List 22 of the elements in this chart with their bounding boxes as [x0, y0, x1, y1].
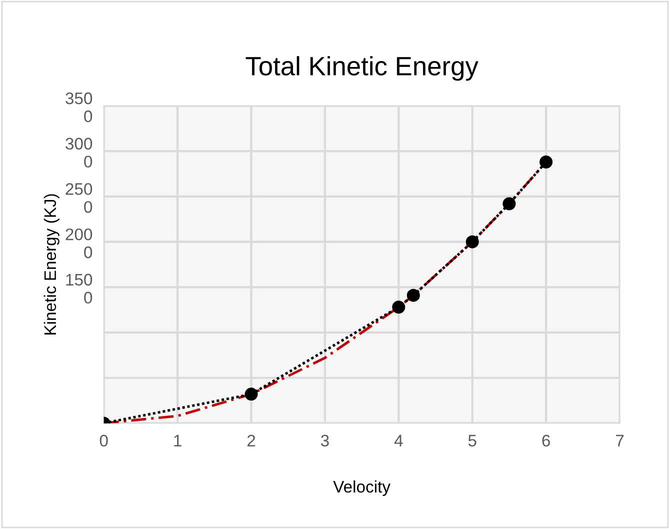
- point: [466, 235, 479, 248]
- x-tick-label: 1: [174, 434, 182, 446]
- x-tick-label: 4: [394, 434, 403, 446]
- x-tick-label: 2: [247, 434, 256, 446]
- x-tick-label: 5: [468, 434, 476, 447]
- x-tick-label: 6: [542, 434, 550, 447]
- point: [244, 388, 258, 401]
- y-tick-label: 150 0: [66, 274, 92, 304]
- y-tick-label: 200 0: [66, 228, 92, 258]
- x-tick-label: 0: [100, 434, 108, 447]
- y-tick-label: 300 0: [66, 138, 92, 168]
- point: [406, 288, 420, 302]
- x-tick-label: 3: [320, 434, 329, 447]
- point: [392, 300, 406, 314]
- point: [540, 156, 553, 169]
- x-tick-label: 7: [616, 434, 624, 446]
- x-axis-title: Velocity: [333, 480, 390, 496]
- y-axis-title: Kinetic Energy (KJ): [44, 194, 60, 334]
- y-tick-label: 250 0: [66, 183, 92, 213]
- y-tick-label: 350 0: [66, 92, 92, 122]
- chart-title: Total Kinetic Energy: [246, 56, 478, 81]
- point: [502, 197, 516, 210]
